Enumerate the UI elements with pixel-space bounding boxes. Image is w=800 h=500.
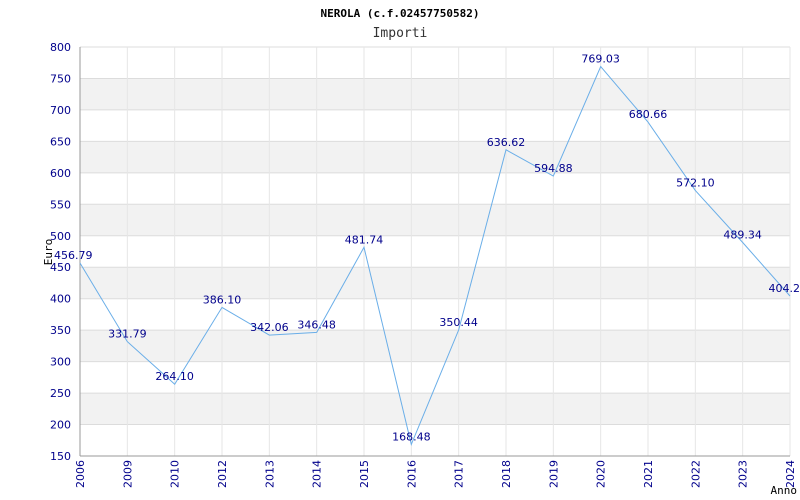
y-tick-label: 700 bbox=[50, 104, 71, 117]
x-tick-label: 2016 bbox=[405, 460, 418, 488]
x-tick-label: 2015 bbox=[358, 460, 371, 488]
y-tick-label: 650 bbox=[50, 135, 71, 148]
gridlines bbox=[79, 46, 791, 457]
axes bbox=[79, 47, 790, 457]
data-label: 350.44 bbox=[439, 316, 478, 329]
y-tick-label: 350 bbox=[50, 324, 71, 337]
y-tick-label: 450 bbox=[50, 261, 71, 274]
data-label: 489.34 bbox=[723, 228, 762, 241]
x-tick-label: 2017 bbox=[453, 460, 466, 488]
x-tick-label: 2020 bbox=[595, 460, 608, 488]
x-tick-label: 2023 bbox=[737, 460, 750, 488]
x-tick-label: 2014 bbox=[311, 460, 324, 488]
y-tick-label: 200 bbox=[50, 419, 71, 432]
x-tick-label: 2018 bbox=[500, 460, 513, 488]
data-label: 386.10 bbox=[203, 293, 242, 306]
grid-band bbox=[80, 330, 790, 362]
y-tick-label: 800 bbox=[50, 41, 71, 54]
y-tick-label: 750 bbox=[50, 72, 71, 85]
chart-subtitle: Importi bbox=[373, 26, 428, 41]
x-tick-label: 2010 bbox=[169, 460, 182, 488]
grid-band bbox=[80, 141, 790, 173]
data-label: 342.06 bbox=[250, 321, 289, 334]
data-label: 594.88 bbox=[534, 162, 573, 175]
data-label: 168.48 bbox=[392, 430, 431, 443]
plot-bands bbox=[80, 78, 790, 425]
x-tick-labels: 2006 2009 2010 2012 2013 2014 2015 2016 2017 2018… bbox=[74, 460, 797, 488]
data-label: 404.2 bbox=[769, 282, 800, 295]
data-label: 331.79 bbox=[108, 328, 147, 341]
grid-band bbox=[80, 78, 790, 110]
data-label: 481.74 bbox=[345, 233, 384, 246]
x-tick-label: 2022 bbox=[689, 460, 702, 488]
data-label: 636.62 bbox=[487, 136, 526, 149]
chart-title: NEROLA (c.f.02457750582) bbox=[321, 7, 480, 20]
x-tick-label: 2006 bbox=[74, 460, 87, 488]
x-tick-label: 2012 bbox=[216, 460, 229, 488]
x-tick-label: 2019 bbox=[547, 460, 560, 488]
grid-band bbox=[80, 267, 790, 299]
series-line bbox=[79, 65, 791, 447]
data-labels: 456.79 331.79 264.10 386.10 342.06 346.48 481.… bbox=[54, 52, 800, 443]
y-tick-label: 500 bbox=[50, 230, 71, 243]
data-label: 456.79 bbox=[54, 249, 93, 262]
y-tick-label: 550 bbox=[50, 198, 71, 211]
data-label: 264.10 bbox=[155, 370, 194, 383]
data-label: 680.66 bbox=[629, 108, 668, 121]
y-tick-labels: 150 200 250 300 350 400 450 500 550 600 650 700 750 8… bbox=[50, 41, 71, 463]
x-tick-label: 2024 bbox=[784, 460, 797, 488]
data-label: 572.10 bbox=[676, 176, 715, 189]
x-tick-label: 2021 bbox=[642, 460, 655, 488]
grid-band bbox=[80, 393, 790, 425]
grid-band bbox=[80, 204, 790, 236]
y-tick-label: 250 bbox=[50, 387, 71, 400]
x-tick-label: 2013 bbox=[263, 460, 276, 488]
y-tick-label: 600 bbox=[50, 167, 71, 180]
y-tick-label: 300 bbox=[50, 356, 71, 369]
y-tick-label: 150 bbox=[50, 450, 71, 463]
data-label: 769.03 bbox=[581, 52, 620, 65]
y-tick-label: 400 bbox=[50, 293, 71, 306]
x-tick-label: 2009 bbox=[121, 460, 134, 488]
x-axis-label: Anno bbox=[771, 484, 798, 497]
y-axis-label: Euro bbox=[42, 239, 55, 266]
data-label: 346.48 bbox=[297, 318, 336, 331]
